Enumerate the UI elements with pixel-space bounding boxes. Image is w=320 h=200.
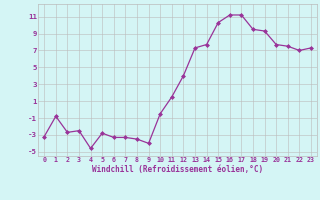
X-axis label: Windchill (Refroidissement éolien,°C): Windchill (Refroidissement éolien,°C) bbox=[92, 165, 263, 174]
